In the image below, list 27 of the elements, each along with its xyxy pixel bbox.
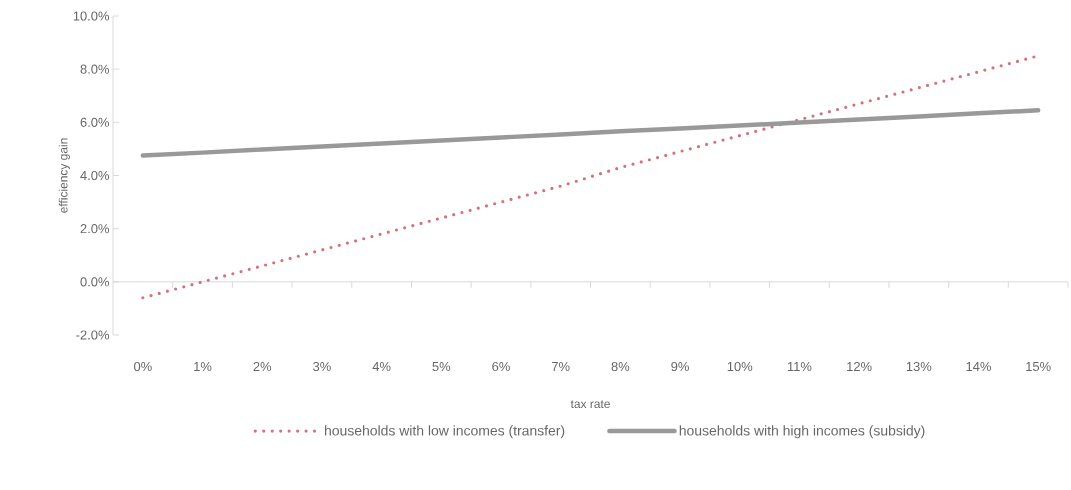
y-axis-title: efficiency gain <box>58 138 70 213</box>
x-tick-label: 12% <box>847 361 872 372</box>
x-tick-label: 3% <box>313 361 331 372</box>
y-tick-label: -2.0% <box>76 330 110 340</box>
x-tick-label: 0% <box>133 361 152 372</box>
y-tick-label: 8.0% <box>80 64 110 74</box>
x-tick-label: 14% <box>966 362 991 372</box>
x-tick-label: 13% <box>906 361 932 372</box>
y-tick-label: 10.0% <box>73 11 110 21</box>
y-tick-label: 6.0% <box>80 117 110 127</box>
y-tick-label: 4.0% <box>80 170 110 181</box>
legend-label: households with low incomes (transfer) <box>325 425 565 439</box>
x-tick-label: 2% <box>253 361 272 372</box>
x-tick-label: 9% <box>671 361 689 372</box>
x-tick-label: 7% <box>551 362 570 372</box>
x-tick-label: 1% <box>194 362 212 372</box>
x-tick-label: 10% <box>727 361 753 372</box>
x-tick-label: 11% <box>787 362 812 372</box>
x-tick-label: 8% <box>611 361 630 372</box>
y-tick-label: 2.0% <box>80 224 110 234</box>
y-tick-label: 0.0% <box>80 277 110 287</box>
x-tick-label: 4% <box>372 362 391 372</box>
x-tick-label: 6% <box>492 361 510 372</box>
x-axis-title: tax rate <box>570 400 610 409</box>
legend-label: households with high incomes (subsidy) <box>679 425 925 439</box>
x-tick-label: 15% <box>1026 362 1051 372</box>
x-tick-label: 5% <box>432 362 451 372</box>
